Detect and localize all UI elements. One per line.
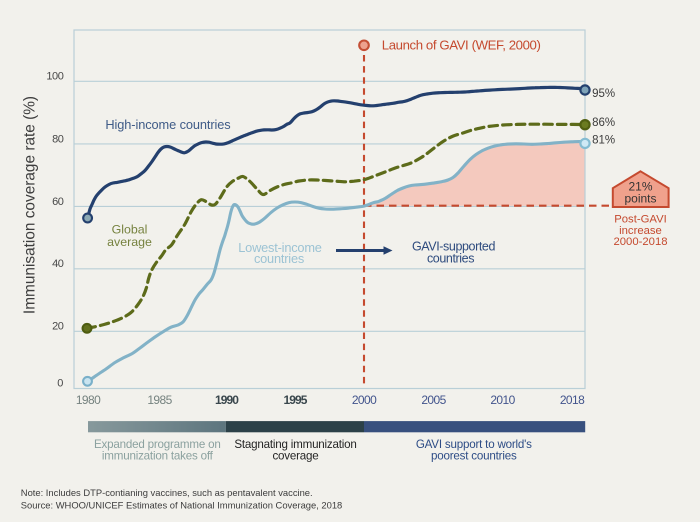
svg-text:Launch of GAVI (WEF, 2000): Launch of GAVI (WEF, 2000) xyxy=(382,38,541,53)
svg-text:countries: countries xyxy=(427,251,474,265)
svg-text:GAVI support to world's: GAVI support to world's xyxy=(416,438,532,451)
svg-text:Post-GAVI: Post-GAVI xyxy=(614,214,667,226)
svg-text:86%: 86% xyxy=(592,117,615,129)
svg-text:coverage: coverage xyxy=(272,449,318,462)
svg-text:60: 60 xyxy=(52,196,64,208)
svg-text:immunization takes off: immunization takes off xyxy=(102,449,214,462)
svg-text:80: 80 xyxy=(52,133,64,145)
svg-text:1985: 1985 xyxy=(147,393,172,407)
svg-text:20: 20 xyxy=(52,321,64,333)
svg-text:Note: Includes DTP-contianing: Note: Includes DTP-contianing vaccines, … xyxy=(21,487,313,498)
svg-text:High-income countries: High-income countries xyxy=(105,117,230,132)
svg-text:Expanded programme on: Expanded programme on xyxy=(94,438,221,451)
svg-text:points: points xyxy=(624,191,656,205)
svg-text:40: 40 xyxy=(52,258,64,270)
svg-text:Source: WHOO/UNICEF Estimates: Source: WHOO/UNICEF Estimates of Nationa… xyxy=(21,499,342,510)
svg-text:Immunisation coverage rate (%): Immunisation coverage rate (%) xyxy=(22,96,39,314)
svg-text:2000: 2000 xyxy=(352,393,377,407)
svg-text:1995: 1995 xyxy=(283,393,307,407)
svg-text:2010: 2010 xyxy=(490,393,515,407)
svg-text:21%: 21% xyxy=(628,180,652,194)
svg-text:GAVI-supported: GAVI-supported xyxy=(412,240,496,254)
svg-text:1990: 1990 xyxy=(215,393,239,407)
svg-text:95%: 95% xyxy=(592,88,615,100)
svg-text:Global: Global xyxy=(112,223,148,237)
svg-text:Stagnating immunization: Stagnating immunization xyxy=(234,438,356,451)
svg-text:100: 100 xyxy=(46,71,63,83)
svg-text:81%: 81% xyxy=(592,135,615,147)
svg-text:0: 0 xyxy=(57,378,63,390)
svg-text:2005: 2005 xyxy=(421,393,446,407)
svg-text:2018: 2018 xyxy=(560,393,585,407)
svg-text:increase: increase xyxy=(619,225,662,237)
svg-text:countries: countries xyxy=(254,251,304,266)
svg-text:1980: 1980 xyxy=(76,393,101,407)
svg-text:Lowest-income: Lowest-income xyxy=(238,240,322,255)
svg-text:poorest countries: poorest countries xyxy=(431,449,517,462)
svg-text:average: average xyxy=(107,235,152,249)
svg-text:2000-2018: 2000-2018 xyxy=(613,236,667,248)
